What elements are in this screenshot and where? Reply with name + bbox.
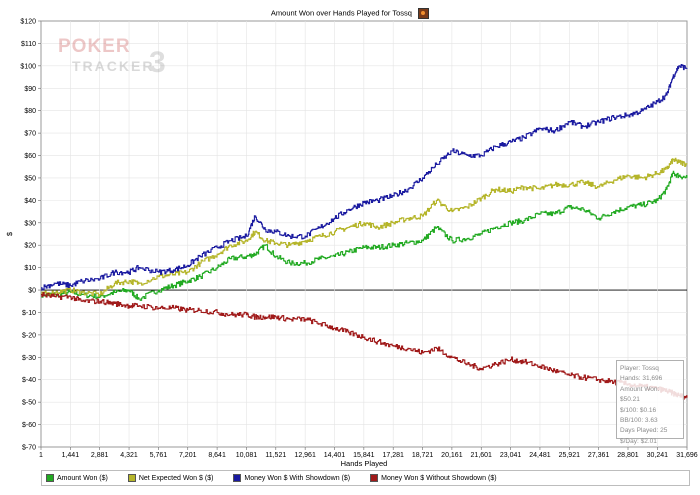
info-bb100: BB/100: 3.63 bbox=[620, 417, 658, 425]
grid bbox=[40, 20, 688, 448]
info-per100: $/100: $0.16 bbox=[620, 406, 657, 414]
y-tick-label: $80 bbox=[24, 108, 36, 115]
x-tick-label: 24,481 bbox=[529, 452, 551, 459]
series-lines bbox=[41, 64, 688, 400]
info-amount-won: Amount Won: $50.21 bbox=[620, 385, 660, 404]
x-tick-label: 23,041 bbox=[500, 452, 522, 459]
y-tick-label: $10 bbox=[24, 265, 36, 272]
info-perday: $/Day: $2.01 bbox=[620, 437, 657, 445]
watermark-line2: TRACKER bbox=[72, 58, 154, 74]
y-tick-label: $-70 bbox=[22, 445, 36, 452]
x-tick-label: 21,601 bbox=[471, 452, 493, 459]
y-tick-label: $-10 bbox=[22, 310, 36, 317]
x-tick-label: 1 bbox=[39, 452, 43, 459]
x-tick-label: 14,401 bbox=[324, 452, 346, 459]
x-tick-label: 4,321 bbox=[120, 452, 138, 459]
x-tick-label: 5,761 bbox=[150, 452, 168, 459]
x-tick-label: 18,721 bbox=[412, 452, 434, 459]
y-tick-label: $-60 bbox=[22, 422, 36, 429]
y-tick-label: $0 bbox=[28, 288, 36, 295]
x-tick-label: 30,241 bbox=[647, 452, 669, 459]
x-axis-ticks: 1 1,441 2,881 4,321 5,761 7,201 8,641 10,081 11,… bbox=[39, 447, 698, 459]
legend-swatch bbox=[46, 474, 54, 482]
pokertracker-icon[interactable] bbox=[418, 8, 430, 19]
y-tick-label: $30 bbox=[24, 220, 36, 227]
legend-swatch bbox=[127, 474, 136, 482]
x-tick-label: 20,161 bbox=[441, 452, 463, 459]
y-tick-label: $50 bbox=[24, 175, 36, 182]
x-tick-label: 10,081 bbox=[236, 452, 258, 459]
legend-item-1[interactable]: Amount Won ($) bbox=[46, 474, 108, 482]
x-tick-label: 1,441 bbox=[62, 452, 80, 459]
chart-title-row: Amount Won over Hands Played for Tossq bbox=[0, 8, 700, 19]
y-tick-label: $-30 bbox=[22, 355, 36, 362]
x-tick-label: 2,881 bbox=[91, 452, 109, 459]
y-tick-label: $40 bbox=[24, 198, 36, 205]
y-tick-label: $-20 bbox=[22, 332, 36, 339]
x-tick-label: 7,201 bbox=[179, 452, 197, 459]
info-hands: Hands: 31,696 bbox=[620, 375, 663, 383]
y-tick-label: $-50 bbox=[22, 400, 36, 407]
legend-swatch bbox=[233, 474, 242, 482]
series-line-3 bbox=[41, 64, 688, 291]
x-axis-title: Hands Played bbox=[341, 459, 388, 468]
legend-label: Net Expected Won $ ($) bbox=[138, 474, 214, 482]
info-player: Player: Tossq bbox=[620, 365, 659, 372]
series-line-4 bbox=[41, 291, 688, 400]
legend-label: Amount Won ($) bbox=[57, 474, 108, 482]
y-tick-label: $20 bbox=[24, 243, 36, 250]
y-tick-label: $90 bbox=[24, 86, 36, 93]
series-line-1 bbox=[41, 170, 688, 301]
x-tick-label: 25,921 bbox=[559, 452, 581, 459]
legend-item-4[interactable]: Money Won $ Without Showdown ($) bbox=[370, 474, 497, 482]
y-tick-label: $-40 bbox=[22, 377, 36, 384]
x-tick-label: 27,361 bbox=[588, 452, 610, 459]
watermark-line1: POKER bbox=[58, 36, 131, 57]
series-line-2 bbox=[41, 157, 688, 297]
y-tick-label: $110 bbox=[21, 41, 36, 48]
y-axis-ticks: $120 $110 $100 $90 $80 $70 $60 $50 $40 $30 $20 $10 $… bbox=[20, 19, 41, 452]
y-tick-label: $100 bbox=[20, 63, 36, 70]
watermark-version: 3 bbox=[149, 46, 166, 77]
legend: Amount Won ($) Net Expected Won $ ($) Mone… bbox=[41, 470, 690, 486]
x-tick-label: 17,281 bbox=[382, 452, 404, 459]
y-tick-label: $120 bbox=[20, 19, 36, 26]
x-tick-label: 31,696 bbox=[676, 452, 698, 459]
stats-info-box: Player: Tossq Hands: 31,696 Amount Won: … bbox=[616, 360, 684, 445]
chart-title: Amount Won over Hands Played for Tossq bbox=[270, 8, 412, 18]
y-tick-label: $70 bbox=[24, 131, 36, 138]
legend-item-2[interactable]: Net Expected Won $ ($) bbox=[127, 474, 214, 482]
y-tick-label: $60 bbox=[24, 153, 36, 160]
legend-label: Money Won $ Without Showdown ($) bbox=[381, 474, 497, 482]
x-tick-label: 28,801 bbox=[617, 452, 639, 459]
x-tick-label: 12,961 bbox=[294, 452, 316, 459]
pokertracker-watermark: POKER TRACKER 3 bbox=[56, 32, 176, 79]
x-tick-label: 8,641 bbox=[208, 452, 226, 459]
x-tick-label: 15,841 bbox=[353, 452, 375, 459]
legend-swatch bbox=[370, 474, 379, 482]
x-tick-label: 11,521 bbox=[265, 452, 286, 459]
y-axis-title: $ bbox=[5, 231, 14, 236]
legend-item-3[interactable]: Money Won $ With Showdown ($) bbox=[233, 474, 350, 482]
legend-label: Money Won $ With Showdown ($) bbox=[244, 474, 351, 482]
info-days: Days Played: 25 bbox=[620, 427, 668, 435]
